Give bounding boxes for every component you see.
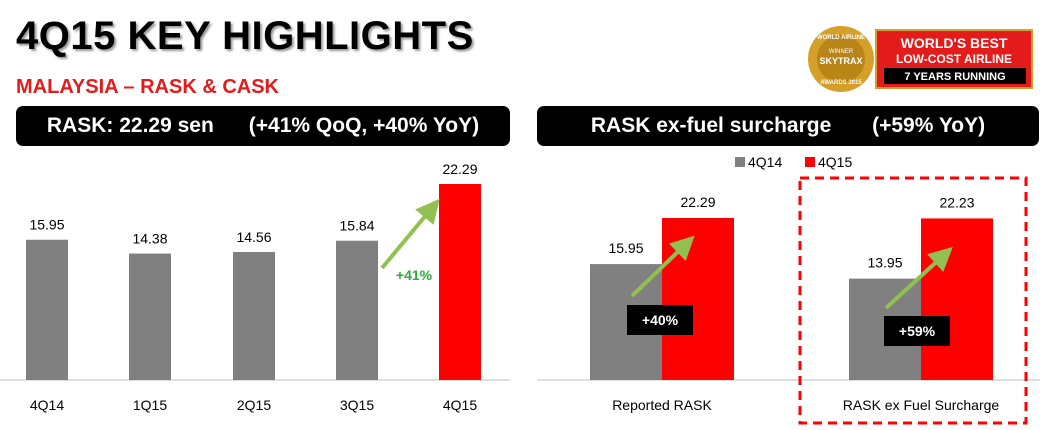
legend-label-4q15: 4Q15: [818, 154, 852, 170]
yoy-exfuel-arrow: [884, 246, 953, 310]
value-label-rask-ex-fuel-surcharge-4q15: 22.23: [939, 194, 974, 210]
page-title: 4Q15 KEY HIGHLIGHTS: [16, 14, 474, 58]
exfuel-highlight-box: [798, 176, 1028, 425]
value-label-2q15: 14.56: [236, 229, 271, 245]
qoq-annotation: +41%: [396, 267, 433, 283]
seal-line-bottom: AWARDS 2015: [820, 80, 862, 86]
award-line-2: LOW-COST AIRLINE: [896, 52, 1012, 66]
yoy-exfuel-annotation-box: [884, 316, 950, 346]
tick-label-4q15: 4Q15: [443, 397, 477, 413]
right-chart-header: RASK ex-fuel surcharge (+59% YoY): [537, 106, 1039, 146]
yoy-reported-annotation: +40%: [642, 312, 679, 328]
right-bar-chart: 4Q14 4Q15 15.95 22.29 Reported RASK 13.95 22.2…: [537, 154, 1040, 425]
value-label-rask-ex-fuel-surcharge-4q14: 13.95: [867, 255, 902, 271]
award-line-3-bg: [884, 68, 1026, 84]
tick-label-4q14: 4Q14: [30, 397, 64, 413]
yoy-reported-annotation-box: [627, 305, 693, 335]
award-line-3: 7 YEARS RUNNING: [904, 71, 1005, 83]
page-subtitle: MALAYSIA – RASK & CASK: [16, 76, 279, 98]
bar-3q15: [336, 240, 378, 380]
bar-4q14: [26, 239, 68, 380]
tick-label-3q15: 3Q15: [340, 397, 374, 413]
left-chart-header: RASK: 22.29 sen (+41% QoQ, +40% YoY): [16, 106, 510, 146]
yoy-reported-arrow: [630, 235, 695, 298]
qoq-arrow: [380, 198, 440, 270]
legend-swatch-4q15: [805, 157, 815, 167]
value-label-3q15: 15.84: [339, 218, 374, 234]
value-label-1q15: 14.38: [132, 231, 167, 247]
bar-2q15: [233, 251, 275, 380]
bar-reported-rask-4q15: [662, 218, 734, 380]
seal-line-top: WORLD AIRLINE: [817, 35, 865, 41]
legend-label-4q14: 4Q14: [748, 154, 782, 170]
value-label-4q15: 22.29: [442, 161, 477, 177]
award-seal-inner: [817, 35, 865, 83]
value-label-reported-rask-4q14: 15.95: [608, 240, 643, 256]
award-line-1: WORLD'S BEST: [901, 35, 1008, 51]
tick-label-1q15: 1Q15: [133, 397, 167, 413]
bar-1q15: [129, 253, 171, 380]
bar-rask-ex-fuel-surcharge-4q15: [921, 218, 993, 380]
bar-4q15: [439, 184, 481, 380]
yoy-exfuel-annotation: +59%: [899, 323, 936, 339]
seal-line-brand: SKYTRAX: [819, 56, 862, 66]
skytrax-award-badge: WORLD AIRLINE WINNER SKYTRAX AWARDS 2015…: [808, 26, 1033, 92]
seal-line-winner: WINNER: [829, 49, 854, 55]
value-label-reported-rask-4q15: 22.29: [680, 194, 715, 210]
tick-label-rask-ex-fuel-surcharge: RASK ex Fuel Surcharge: [843, 397, 1000, 413]
value-label-4q14: 15.95: [29, 217, 64, 233]
tick-label-reported-rask: Reported RASK: [612, 397, 712, 413]
left-bar-chart: 15.95 4Q14 14.38 1Q15 14.56 2Q15 15.84 3Q15 22.2…: [0, 161, 510, 413]
tick-label-2q15: 2Q15: [237, 397, 271, 413]
legend-swatch-4q14: [735, 157, 745, 167]
